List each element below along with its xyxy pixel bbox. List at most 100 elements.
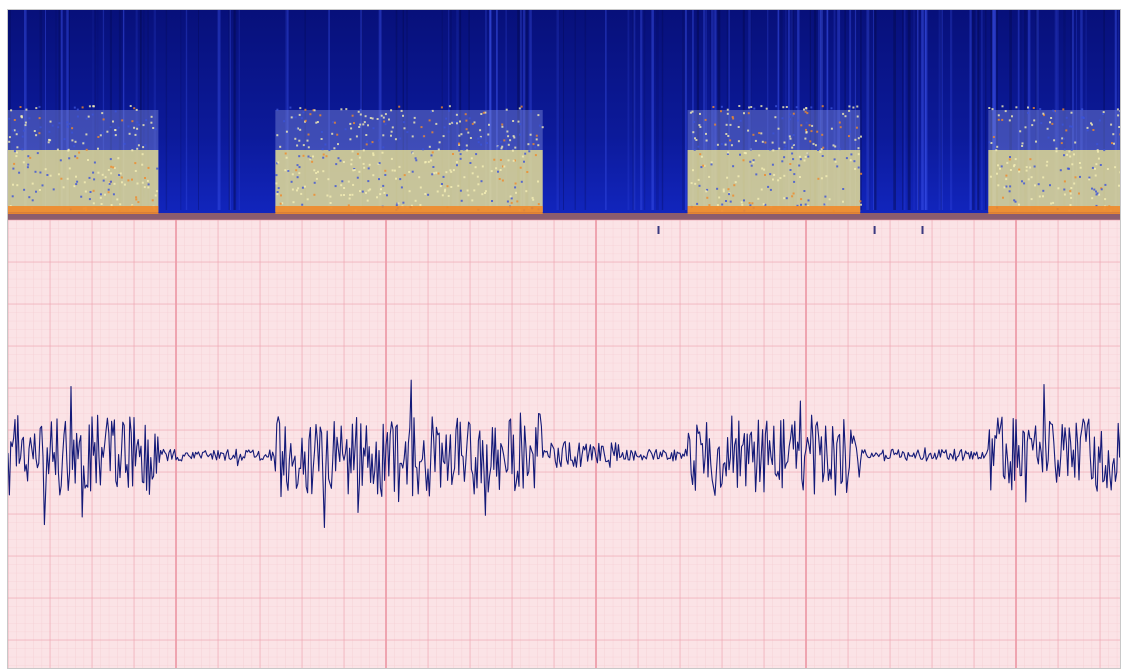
spectrogram-speckle [92,189,95,192]
spectrogram-speckle [1008,190,1011,193]
spectrogram-speckle [724,142,727,145]
spectrogram-speckle [135,198,138,201]
spectrogram-speckle [772,149,775,152]
spectrogram-speckle [456,164,458,167]
spectrogram-stripe [981,10,983,210]
spectrogram-stripe [750,10,752,210]
spectrogram-speckle [442,135,445,138]
spectrogram-speckle [821,133,824,136]
spectrogram-speckle [8,140,11,143]
spectrogram-speckle [382,184,385,187]
spectrogram-speckle [512,120,515,122]
spectrogram-speckle [83,181,86,184]
spectrogram-speckle [345,108,348,111]
spectrogram-speckle [1063,193,1066,196]
spectrogram-speckle [1009,156,1011,158]
spectrogram-stripe [917,10,920,210]
spectrogram-speckle [348,197,351,200]
spectrogram-speckle [988,141,991,144]
spectrogram-stripe [809,10,811,210]
spectrogram-speckle [440,106,443,109]
spectrogram-stripe [153,10,156,210]
spectrogram-speckle [703,164,706,167]
spectrogram-speckle [1025,169,1028,172]
spectrogram-speckle [724,143,727,146]
spectrogram-speckle [351,114,354,117]
spectrogram-speckle [376,118,379,120]
spectrogram-speckle [147,186,150,189]
spectrogram-speckle [481,165,484,168]
spectrogram-stripe [867,10,871,210]
spectrogram-speckle [432,166,435,168]
spectrogram-speckle [480,180,483,183]
spectrogram-speckle [431,151,434,154]
spectrogram-speckle [839,148,841,151]
spectrogram-speckle [131,178,133,181]
spectrogram-speckle [410,204,413,207]
spectrogram-speckle [275,182,278,185]
spectrogram-speckle [467,194,470,197]
spectrogram-speckle [142,124,145,127]
spectrogram-speckle [309,113,312,116]
spectrogram-speckle [532,198,535,201]
spectrogram-speckle [734,181,737,184]
spectrogram-speckle [738,105,741,107]
spectrogram-speckle [482,111,485,114]
spectrogram-speckle [433,172,436,175]
spectrogram-speckle [415,159,418,162]
spectrogram-stripe [874,10,877,210]
spectrogram-speckle [732,194,735,197]
spectrogram-speckle [150,121,153,124]
spectrogram-speckle [74,140,77,143]
spectrogram-speckle [789,137,792,140]
spectrogram-speckle [465,144,468,147]
spectrogram-speckle [112,166,115,169]
spectrogram-speckle [1032,107,1035,109]
spectrogram-speckle [347,204,350,207]
spectrogram-stripe [893,10,896,210]
spectrogram-speckle [364,115,367,118]
spectrogram-speckle [141,181,144,184]
spectrogram-stripe [1024,10,1027,210]
spectrogram-speckle [152,127,155,129]
spectrogram-speckle [28,196,31,199]
spectrogram-speckle [506,130,509,133]
event-marker [657,226,660,234]
spectrogram-speckle [799,158,802,161]
spectrogram-speckle [507,135,510,138]
spectrogram-speckle [1005,178,1008,181]
spectrogram-speckle [112,120,114,123]
spectrogram-speckle [1110,123,1113,126]
spectrogram-speckle [349,138,352,141]
spectrogram-speckle [1097,150,1099,153]
spectrogram-speckle [295,169,298,172]
spectrogram-speckle [351,193,354,196]
spectrogram-speckle [21,135,24,138]
spectrogram-speckle [764,174,766,176]
spectrogram-speckle [315,177,318,180]
spectrogram-speckle [775,105,778,108]
spectrogram-stripe [165,10,168,210]
spectrogram-speckle [406,131,409,134]
spectrogram-speckle [143,186,146,189]
spectrogram-speckle [512,159,515,162]
spectrogram-speckle [71,131,74,134]
spectrogram-speckle [296,176,299,179]
spectrogram-speckle [751,202,754,205]
spectrogram-speckle [393,169,396,172]
spectrogram-stripe [632,10,635,210]
spectrogram-speckle [704,118,707,121]
spectrogram-speckle [302,154,305,157]
spectrogram-speckle [1095,190,1097,193]
spectrogram-speckle [796,204,799,207]
spectrogram-speckle [1069,204,1072,206]
spectrogram-speckle [48,138,50,141]
spectrogram-speckle [811,124,814,127]
spectrogram-speckle [134,170,137,172]
spectrogram-speckle [73,145,76,148]
spectrogram-speckle [691,110,694,113]
spectrogram-speckle [408,190,411,193]
spectrogram-speckle [319,114,322,117]
spectrogram-speckle [817,149,819,151]
spectrogram-speckle [1066,167,1069,170]
